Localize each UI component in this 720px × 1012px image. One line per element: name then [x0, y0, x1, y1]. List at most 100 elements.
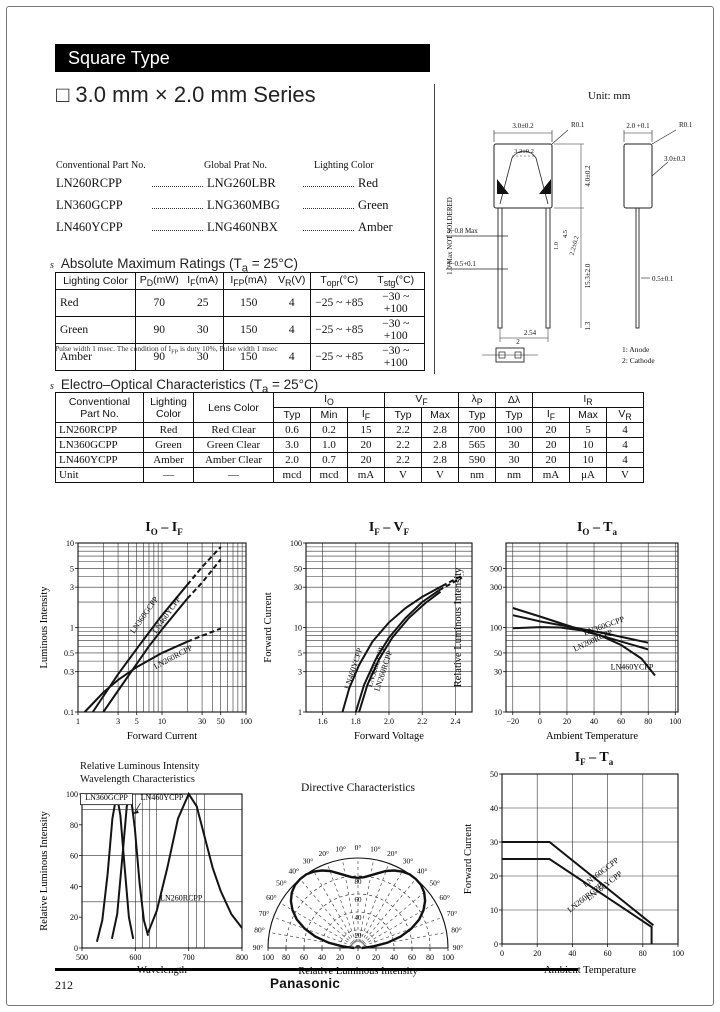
x-tick-label: 800 — [236, 953, 248, 962]
chart-wavelength-characteristics: Relative Luminous Intensity Wavelength Ch… — [36, 760, 258, 980]
dim-front-width: 3.0±0.2 — [512, 122, 534, 130]
x-tick-label: 40 — [568, 949, 576, 958]
cell: Red — [143, 422, 194, 439]
dim-2-2: 2.2±0.2 — [569, 235, 581, 256]
angle-label: 10° — [335, 845, 346, 854]
lighting-color: Green — [358, 198, 389, 212]
y-tick-label: 0 — [494, 940, 498, 949]
cell: 700 — [458, 422, 496, 439]
col-header: Topr(°C) — [310, 272, 368, 290]
cell: 1.0 — [310, 437, 348, 454]
dim-callout-1: 3−0.8 Max — [447, 227, 478, 235]
list-item: LN460YCPP LNG460NBX Amber — [56, 220, 408, 242]
dim-corner-radius: R0.1 — [571, 121, 585, 129]
cell: 100 — [495, 422, 533, 439]
angle-label: 0° — [355, 843, 362, 852]
cell: V — [384, 467, 422, 484]
angle-label: 40° — [288, 866, 299, 875]
y-tick-label: 10 — [490, 906, 498, 915]
cell: — — [193, 467, 274, 484]
cell: Green — [143, 437, 194, 454]
x-tick-label: 100 — [672, 949, 684, 958]
scale-label: 0 — [356, 953, 360, 962]
x-axis-label: Forward Current — [127, 731, 197, 742]
pin2-label: 2 — [516, 338, 520, 346]
cell: 150 — [223, 343, 274, 371]
global-part-no: LNG260LBR — [207, 176, 276, 190]
series-path — [110, 793, 150, 940]
x-tick-label: 20 — [563, 717, 571, 726]
y-tick-label: 10 — [494, 708, 502, 717]
cell: 0.6 — [273, 422, 311, 439]
cell: V — [606, 467, 644, 484]
page-number: 212 — [55, 978, 73, 992]
dim-callout-2: 3−0.5+0.1 — [447, 260, 476, 268]
col-header-lens: Lens Color — [193, 391, 274, 424]
table-subheader-row: Typ Min IF Typ Max Typ Typ IF Max VR — [56, 407, 644, 424]
cell: 2.8 — [421, 422, 459, 439]
col-header-color: Lighting Color — [143, 391, 194, 424]
cell: Red Clear — [193, 422, 274, 439]
y-tick-label: 100 — [66, 790, 78, 799]
x-axis-label: Ambient Temperature — [544, 965, 636, 976]
y-tick-label: 1 — [70, 624, 74, 633]
angle-label: 90° — [453, 943, 464, 952]
cell: 90 — [135, 343, 183, 371]
series-path — [289, 869, 427, 950]
table-row: LN260RCPP Red Red Clear 0.6 0.2 15 2.2 2.8 700 10… — [55, 422, 644, 439]
dim-inner-top: 3.2±0.2 — [514, 148, 534, 155]
y-tick-label: 3 — [298, 668, 302, 677]
x-tick-label: 1.6 — [318, 717, 328, 726]
series-path — [102, 597, 189, 713]
chart-title: IF – Ta — [574, 750, 614, 767]
section-bullet: s — [50, 381, 54, 392]
series-path — [341, 585, 443, 713]
sub-header: VR — [606, 407, 644, 424]
cell: Green Clear — [193, 437, 274, 454]
x-axis-label: Forward Voltage — [354, 731, 424, 742]
dim-4-5: 4.5 — [562, 230, 569, 238]
chart-canvas-mount: −20 0 20 40 60 80 100 10 30 50 100 300 500 LN360GCPP L… — [450, 538, 688, 749]
dim-1-0: 1.0 — [553, 242, 560, 250]
cell: — — [143, 467, 194, 484]
plot-frame — [81, 793, 243, 949]
table-row: LN460YCPP Amber Amber Clear 2.0 0.7 20 2.2 2.8 5… — [55, 452, 644, 469]
y-tick-label: 5 — [70, 564, 74, 573]
y-tick-label: 50 — [494, 649, 502, 658]
sub-header: Max — [421, 407, 459, 424]
cell: LN360GCPP — [55, 437, 144, 454]
x-tick-label: 40 — [590, 717, 598, 726]
ring-label: 80 — [355, 878, 363, 886]
table-row: LN360GCPP Green Green Clear 3.0 1.0 20 2.2 2.8 5… — [55, 437, 644, 454]
y-tick-label: 300 — [490, 583, 502, 592]
series-label: LN260RCPP — [160, 893, 203, 902]
x-axis-label: Ambient Temperature — [546, 731, 638, 742]
legend-anode: 1: Anode — [622, 345, 650, 354]
x-tick-label: 0 — [500, 949, 504, 958]
scale-label: 20 — [336, 953, 344, 962]
x-tick-label: 100 — [669, 717, 681, 726]
y-axis-label: Luminous Intensity — [39, 586, 50, 669]
cell: LN260RCPP — [55, 422, 144, 439]
col-header-lambda-p: λP — [458, 391, 496, 409]
y-tick-label: 40 — [490, 804, 498, 813]
x-tick-label: 500 — [76, 953, 88, 962]
abs-max-section-title: s Absolute Maximum Ratings (Ta = 25°C) — [50, 256, 298, 275]
page-border — [6, 6, 714, 1006]
col-header: Lighting Color — [63, 275, 128, 288]
x-tick-label: 30 — [198, 717, 206, 726]
section-banner: Square Type — [55, 44, 430, 72]
y-tick-label: 10 — [294, 624, 302, 633]
cell: Amber — [143, 452, 194, 469]
list-item: LN360GCPP LNG360MBG Green — [56, 198, 408, 220]
table-row: Green 90 30 150 4 −25 ~ +85 −30 ~ +100 — [55, 316, 425, 344]
chart-canvas: 0° 10°10°20°20°30°30°40°40°50°50°60°60°70… — [253, 843, 464, 977]
cell: 2.2 — [384, 437, 422, 454]
scale-label: 100 — [262, 953, 274, 962]
x-tick-label: 5 — [135, 717, 139, 726]
cell: 565 — [458, 437, 496, 454]
cell: 3.0 — [273, 437, 311, 454]
lighting-color: Red — [358, 176, 379, 190]
chart-canvas: 1 3 5 10 30 50 1000.10.30.513510LN360GCPPLN460… — [39, 539, 252, 742]
